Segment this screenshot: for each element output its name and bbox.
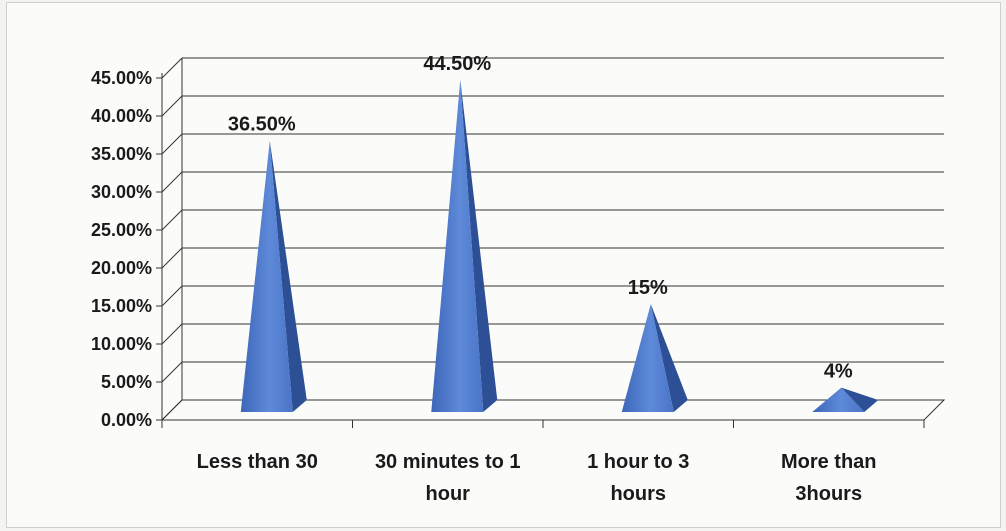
y-tick-label: 25.00% [91, 220, 152, 240]
x-tick-label: More than 3hours [781, 451, 877, 505]
gridline-side [162, 96, 182, 116]
x-tick-label: 30 minutes to 1 hour [375, 451, 521, 505]
y-tick-label: 10.00% [91, 334, 152, 354]
gridline-side [162, 324, 182, 344]
data-label: 44.50% [423, 53, 491, 75]
data-label: 36.50% [228, 114, 296, 136]
data-label: 4% [824, 361, 853, 383]
y-tick-label: 15.00% [91, 296, 152, 316]
gridline-side [162, 248, 182, 268]
y-tick-label: 20.00% [91, 258, 152, 278]
y-tick-label: 0.00% [101, 410, 152, 430]
x-tick-label: Less than 30 [197, 451, 318, 473]
gridline-side [162, 134, 182, 154]
y-tick-label: 40.00% [91, 106, 152, 126]
y-tick-label: 35.00% [91, 144, 152, 164]
gridline-side [162, 172, 182, 192]
pyramid-bar-chart: 0.00% 5.00% 10.00% 15.00% 20.00% 25.00% 30.00%… [7, 3, 1002, 529]
x-tick-label: 1 hour to 3 hours [587, 451, 689, 505]
gridline-side [162, 286, 182, 306]
gridline-side [162, 58, 182, 78]
chart-frame: 0.00% 5.00% 10.00% 15.00% 20.00% 25.00% 30.00%… [6, 2, 1001, 528]
y-tick-label: 30.00% [91, 182, 152, 202]
gridline-side [162, 362, 182, 382]
y-tick-label: 45.00% [91, 68, 152, 88]
y-tick-label: 5.00% [101, 372, 152, 392]
gridline-side [162, 210, 182, 230]
data-label: 15% [628, 277, 668, 299]
